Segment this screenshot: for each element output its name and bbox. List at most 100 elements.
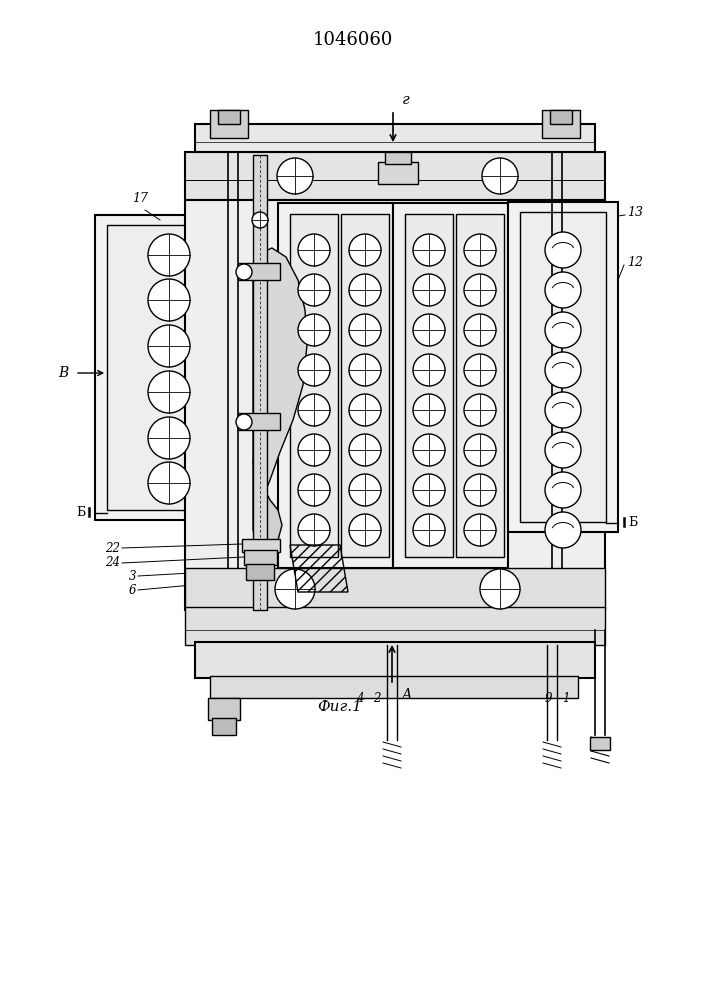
Bar (520, 212, 606, 522)
Circle shape (545, 272, 581, 308)
Circle shape (148, 325, 190, 367)
Circle shape (349, 234, 381, 266)
Circle shape (413, 234, 445, 266)
Circle shape (482, 158, 518, 194)
Text: 17: 17 (132, 192, 148, 205)
Circle shape (298, 354, 330, 386)
Polygon shape (253, 460, 282, 550)
Bar (218, 110, 240, 124)
Text: 4: 4 (356, 692, 363, 705)
Circle shape (413, 514, 445, 546)
Circle shape (545, 392, 581, 428)
Circle shape (545, 472, 581, 508)
Bar (95, 215, 243, 520)
Circle shape (349, 274, 381, 306)
Text: 9: 9 (544, 692, 551, 705)
Bar (508, 202, 618, 532)
Circle shape (464, 354, 496, 386)
Bar (210, 110, 248, 138)
Bar (246, 564, 274, 580)
Text: 22: 22 (105, 542, 120, 554)
Text: Б: Б (628, 516, 637, 530)
Text: В: В (58, 366, 68, 380)
Circle shape (545, 352, 581, 388)
Bar (341, 214, 389, 557)
Circle shape (236, 414, 252, 430)
Circle shape (413, 274, 445, 306)
Bar (107, 225, 231, 510)
Circle shape (464, 514, 496, 546)
Circle shape (298, 314, 330, 346)
Text: 1: 1 (562, 692, 570, 705)
Bar (242, 539, 280, 552)
Text: 3: 3 (129, 570, 136, 582)
Circle shape (298, 234, 330, 266)
Circle shape (545, 232, 581, 268)
Circle shape (464, 394, 496, 426)
Bar (210, 676, 578, 698)
Circle shape (545, 512, 581, 548)
Circle shape (349, 474, 381, 506)
Circle shape (349, 314, 381, 346)
Circle shape (545, 432, 581, 468)
Text: 13: 13 (627, 207, 643, 220)
Text: 2: 2 (373, 692, 381, 705)
Circle shape (252, 212, 268, 228)
Circle shape (298, 514, 330, 546)
Text: 24: 24 (105, 556, 120, 570)
Bar (378, 162, 418, 184)
Circle shape (275, 569, 315, 609)
Bar (238, 263, 280, 280)
Bar (185, 200, 605, 610)
Circle shape (349, 354, 381, 386)
Circle shape (277, 158, 313, 194)
Circle shape (298, 394, 330, 426)
Text: 12: 12 (627, 256, 643, 269)
Text: Б: Б (77, 506, 86, 520)
Polygon shape (253, 248, 307, 500)
Bar (456, 214, 504, 557)
Circle shape (464, 434, 496, 466)
Circle shape (148, 371, 190, 413)
Bar (185, 152, 605, 200)
Bar (238, 413, 280, 430)
Bar (542, 110, 580, 138)
Circle shape (545, 312, 581, 348)
Text: 1046060: 1046060 (312, 31, 393, 49)
Bar (385, 152, 411, 164)
Circle shape (236, 264, 252, 280)
Bar (550, 110, 572, 124)
Text: г: г (402, 93, 410, 107)
Circle shape (148, 234, 190, 276)
Circle shape (464, 474, 496, 506)
Circle shape (298, 474, 330, 506)
Bar (195, 642, 595, 678)
Bar (393, 203, 508, 568)
Circle shape (148, 462, 190, 504)
Bar (185, 568, 605, 610)
Bar (244, 550, 277, 565)
Circle shape (148, 417, 190, 459)
Text: Фиг.1: Фиг.1 (317, 700, 363, 714)
Bar (290, 214, 338, 557)
Bar (253, 155, 267, 610)
Text: А: А (402, 688, 412, 702)
Bar (212, 718, 236, 735)
Circle shape (464, 274, 496, 306)
Circle shape (413, 394, 445, 426)
Circle shape (349, 434, 381, 466)
Bar (195, 124, 595, 152)
Circle shape (413, 354, 445, 386)
Circle shape (464, 234, 496, 266)
Circle shape (298, 274, 330, 306)
Bar (208, 698, 240, 720)
Circle shape (349, 394, 381, 426)
Circle shape (413, 314, 445, 346)
Circle shape (148, 279, 190, 321)
Bar (590, 737, 610, 750)
Circle shape (480, 569, 520, 609)
Circle shape (298, 434, 330, 466)
Bar (405, 214, 453, 557)
Circle shape (413, 474, 445, 506)
Circle shape (464, 314, 496, 346)
